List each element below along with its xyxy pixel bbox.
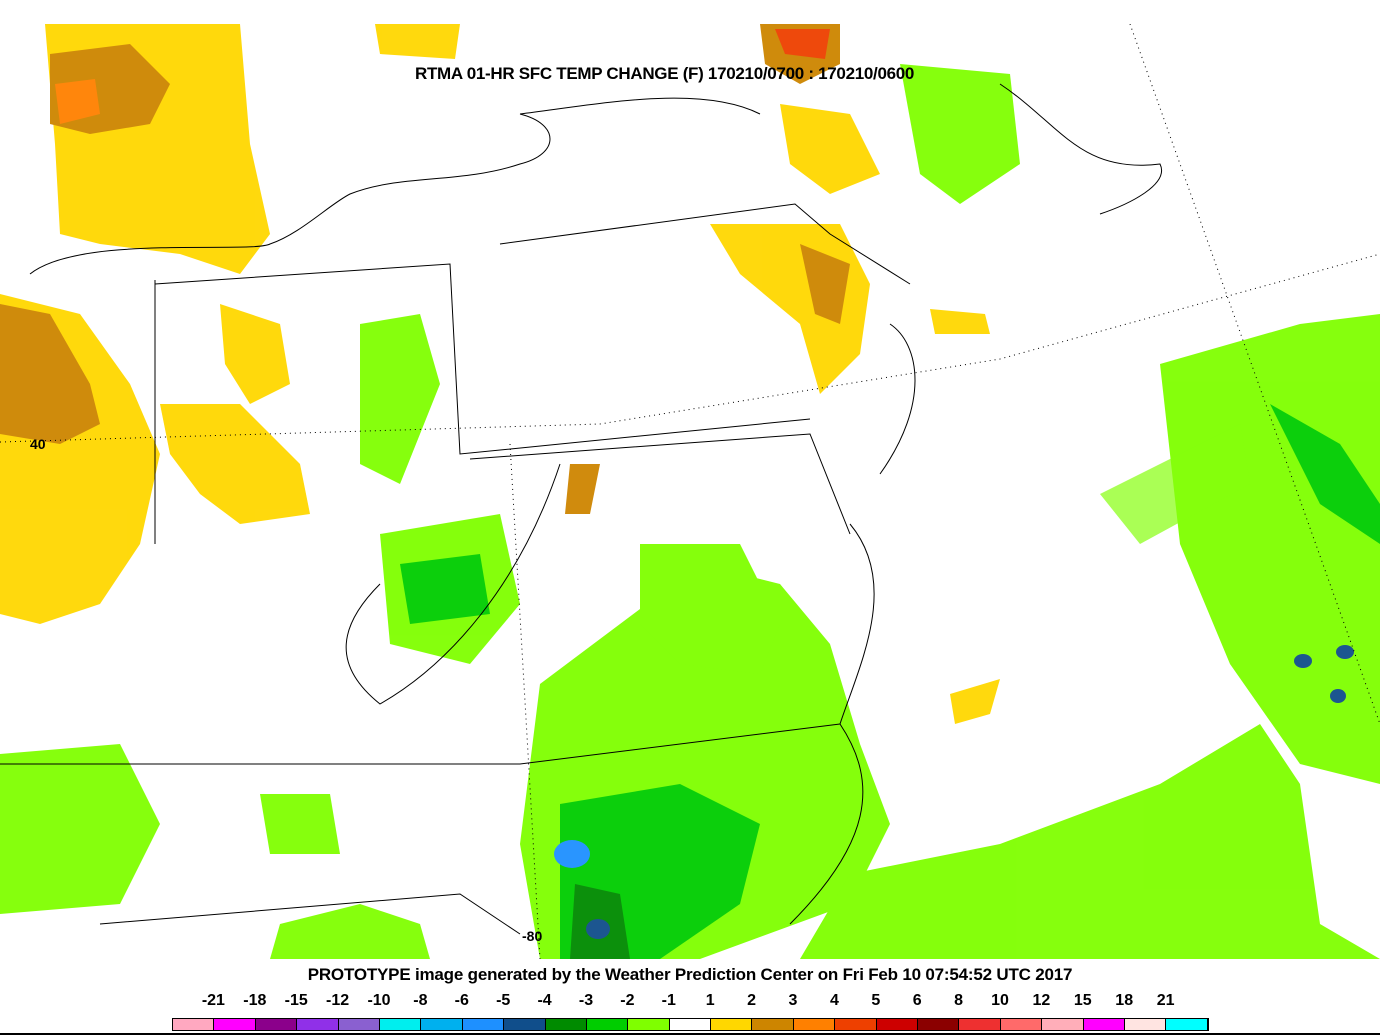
- legend-swatch: [173, 1019, 215, 1030]
- legend-swatch: [338, 1019, 380, 1030]
- legend-label: 21: [1156, 992, 1175, 1009]
- legend-swatch: [1166, 1019, 1208, 1030]
- legend-label: -8: [413, 992, 428, 1009]
- legend-swatch: [628, 1019, 670, 1030]
- legend-swatch: [835, 1019, 877, 1030]
- legend-swatch: [1042, 1019, 1084, 1030]
- legend-swatch: [504, 1019, 546, 1030]
- legend-swatch: [421, 1019, 463, 1030]
- legend-label: 3: [788, 992, 798, 1009]
- latitude-label: 40: [30, 436, 46, 452]
- longitude-label: -80: [522, 928, 543, 944]
- warming-areas: [0, 24, 1000, 724]
- legend-swatch: [379, 1019, 422, 1030]
- legend-label: 18: [1115, 992, 1134, 1009]
- legend-swatch: [255, 1019, 298, 1030]
- bottom-border: [0, 1033, 1380, 1035]
- legend-labels: -21 -18 -15 -12 -10 -8 -6 -5 -4 -3 -2 -1 1 2 3 4 5 6 8 10 12…: [0, 992, 1380, 1012]
- legend-label: 8: [954, 992, 964, 1009]
- cooling-areas: [0, 64, 1380, 959]
- legend-swatch: [1000, 1019, 1043, 1030]
- legend-label: 1: [705, 992, 715, 1009]
- legend-label: -15: [284, 992, 308, 1009]
- legend-label: 4: [829, 992, 839, 1009]
- legend-swatch: [793, 1019, 836, 1030]
- map-title: RTMA 01-HR SFC TEMP CHANGE (F) 170210/07…: [415, 64, 915, 83]
- legend-label: -1: [661, 992, 676, 1009]
- legend-swatch: [214, 1019, 256, 1030]
- legend-label: -21: [201, 992, 225, 1009]
- legend-swatch: [586, 1019, 629, 1030]
- legend-label: 12: [1032, 992, 1051, 1009]
- legend-swatch: [297, 1019, 339, 1030]
- legend-label: -18: [243, 992, 267, 1009]
- legend-label: 2: [747, 992, 757, 1009]
- legend-label: -3: [578, 992, 594, 1009]
- legend-label: -2: [620, 992, 635, 1009]
- legend-swatch: [876, 1019, 919, 1030]
- legend-swatch: [959, 1019, 1001, 1030]
- legend-swatch: [711, 1019, 753, 1030]
- footer-caption: PROTOTYPE image generated by the Weather…: [307, 965, 1073, 984]
- legend-label: 6: [912, 992, 922, 1009]
- legend-swatch: [1083, 1019, 1125, 1030]
- legend-swatch: [1124, 1019, 1167, 1030]
- legend-label: -12: [326, 992, 350, 1009]
- legend-swatch: [918, 1019, 960, 1030]
- graticule: [0, 24, 1380, 959]
- legend-label: -6: [454, 992, 469, 1009]
- legend-label: 10: [991, 992, 1009, 1009]
- color-legend: [172, 1018, 1209, 1031]
- legend-label: 5: [871, 992, 881, 1009]
- legend-swatch: [462, 1019, 505, 1030]
- legend-swatch: [752, 1019, 794, 1030]
- temperature-change-map: [0, 24, 1380, 959]
- legend-label: -4: [537, 992, 552, 1009]
- legend-swatch: [669, 1019, 712, 1030]
- state-boundaries: [0, 83, 1163, 935]
- legend-label: -5: [496, 992, 511, 1009]
- legend-label: -10: [367, 992, 391, 1009]
- legend-label: 15: [1073, 992, 1092, 1009]
- legend-swatch: [545, 1019, 587, 1030]
